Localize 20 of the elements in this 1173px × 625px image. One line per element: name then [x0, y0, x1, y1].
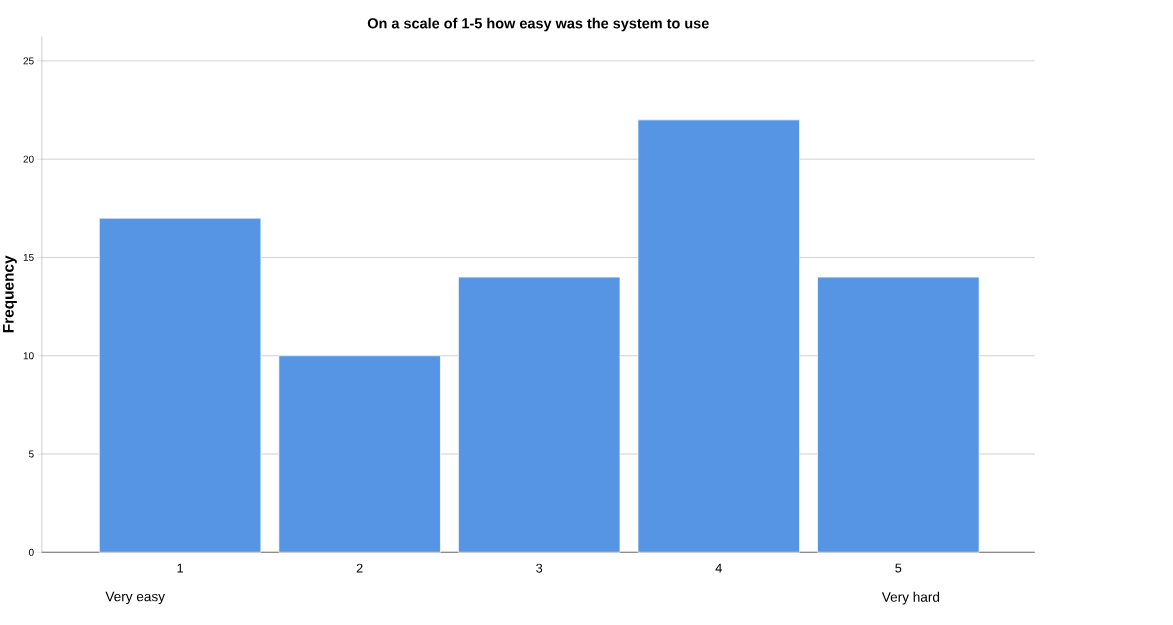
y-tick-label: 10: [23, 352, 34, 360]
text: Very hard: [881, 591, 940, 605]
bar: [458, 276, 621, 553]
y-tick-label: 20: [23, 155, 34, 163]
x-tick-label: 2: [356, 563, 363, 573]
bar: [637, 119, 800, 553]
y-tick-label: 0: [28, 548, 34, 556]
y-tick-label: 5: [28, 450, 34, 458]
y-tick-label: 15: [23, 253, 34, 261]
x-tick-label: 3: [536, 563, 543, 573]
x-tick-label: 4: [715, 563, 722, 573]
x-tick-label: 1: [177, 563, 183, 573]
bar: [817, 276, 980, 553]
bar: [278, 355, 441, 553]
bar: [98, 217, 262, 553]
y-tick-label: 25: [23, 57, 34, 65]
y-axis-title: Frequency: [3, 255, 17, 333]
x-tick-label: 5: [895, 563, 902, 573]
text: Very easy: [105, 591, 165, 604]
chart-title: On a scale of 1-5 how easy was the system to use: [367, 17, 709, 32]
